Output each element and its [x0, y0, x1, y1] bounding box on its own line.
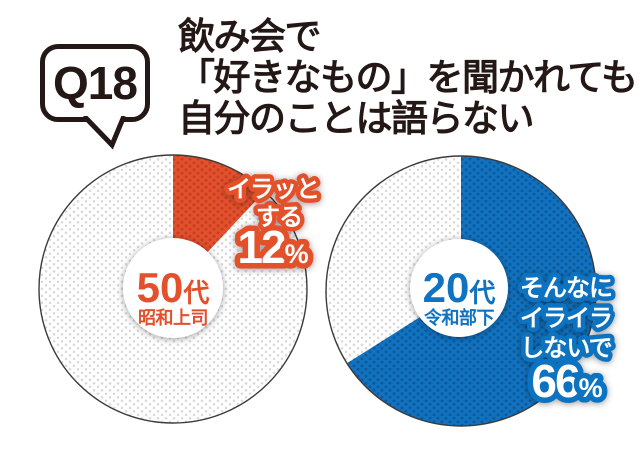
question-badge-label: Q18: [53, 57, 138, 109]
center-age-20s: 20: [423, 264, 470, 311]
pie-center-20s: [410, 239, 508, 337]
question-badge: Q18: [40, 44, 150, 122]
question-title: 飲み会で 「好きなもの」を聞かれても 自分のことは語らない: [178, 16, 638, 139]
callout-not-irritated-line-1: そんなに: [520, 275, 612, 302]
callout-not-irritated-line-2: イライラ: [520, 305, 612, 332]
pie-chart-50s: 50代 昭和上司 イラッと する 12%: [38, 154, 325, 424]
speech-bubble-tail-icon: [82, 116, 127, 150]
center-label-50s: 50代: [137, 264, 210, 311]
callout-irritated-line-2: する: [256, 204, 302, 231]
callout-not-irritated-line-3: しないで: [520, 335, 611, 362]
percent-value-50s: 12: [237, 221, 285, 273]
pie-outline-50s: [38, 154, 308, 424]
center-subtitle-20s: 令和部下: [423, 307, 494, 328]
callout-irritated-percent: 12%: [237, 221, 308, 273]
question-title-line-2: 「好きなもの」を聞かれても: [178, 57, 638, 98]
center-age-suffix-20s: 代: [468, 278, 495, 308]
pie-center-50s: [123, 238, 223, 338]
percent-unit-50s: %: [285, 239, 309, 269]
percent-unit-20s: %: [579, 373, 603, 403]
center-age-suffix-50s: 代: [182, 278, 209, 308]
center-age-50s: 50: [137, 264, 184, 311]
center-label-20s: 20代: [423, 264, 496, 311]
pie-outline-20s: [325, 155, 597, 427]
question-title-line-1: 飲み会で: [178, 16, 321, 57]
percent-value-20s: 66: [531, 355, 579, 407]
callout-not-irritated: そんなに イライラ しないで 66%: [516, 271, 618, 413]
center-subtitle-50s: 昭和上司: [138, 308, 208, 328]
pie-chart-20s: 20代 令和部下 そんなに イライラ しないで 66%: [325, 155, 618, 427]
question-title-line-3: 自分のことは語らない: [178, 98, 534, 139]
callout-irritated: イラッと する 12%: [223, 172, 325, 279]
callout-irritated-line-1: イラッと: [227, 176, 319, 203]
callout-not-irritated-percent: 66%: [531, 355, 602, 407]
